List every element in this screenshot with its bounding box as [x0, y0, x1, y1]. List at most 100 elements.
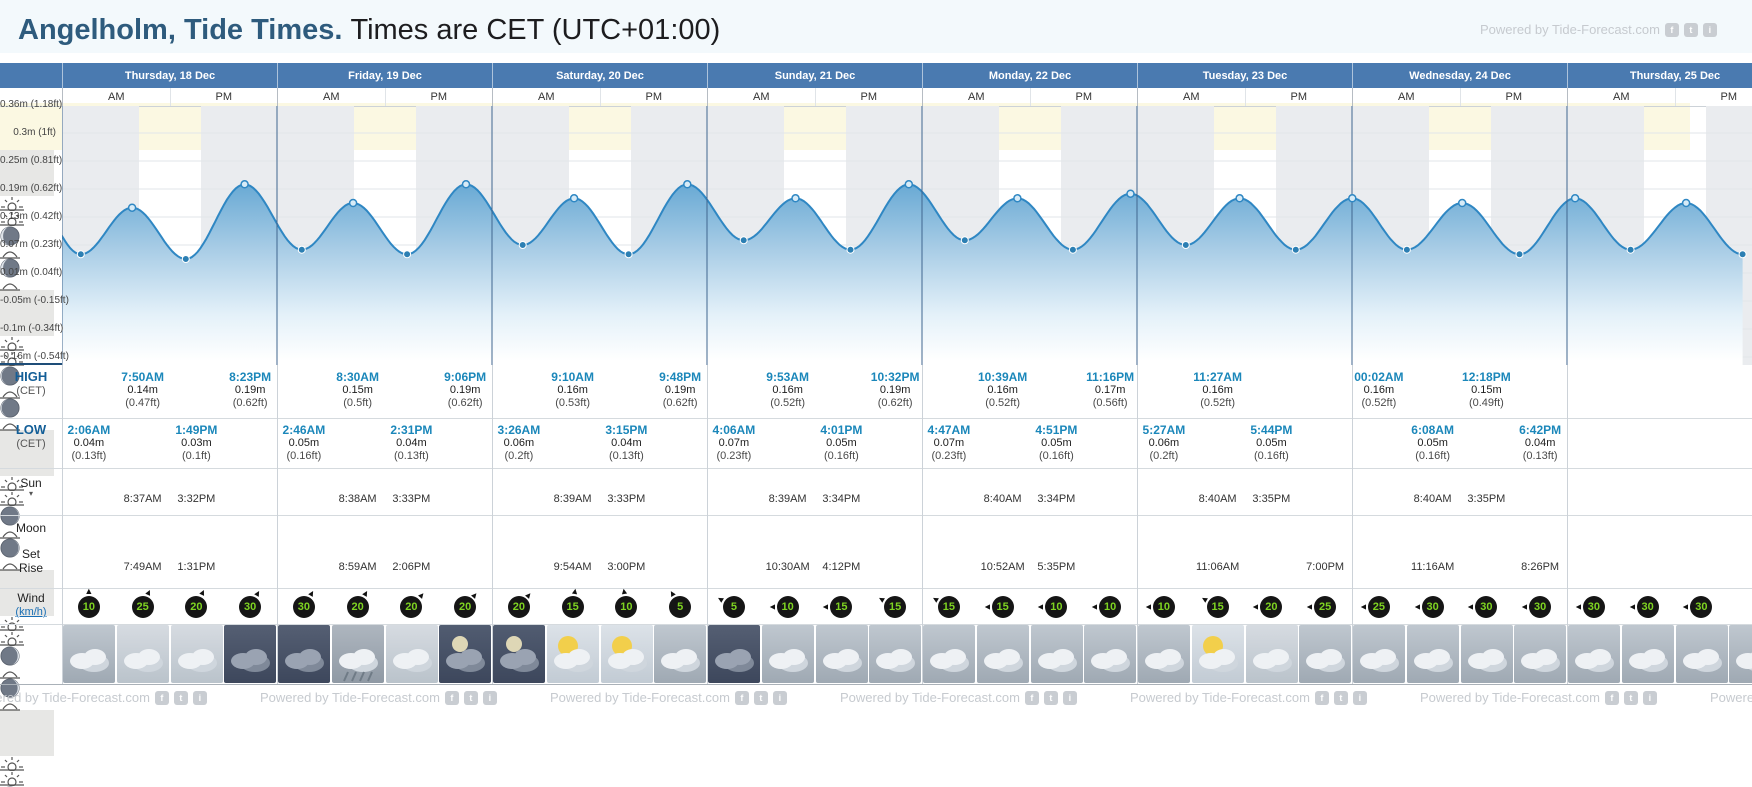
- wind-unit-link[interactable]: (km/h): [15, 606, 47, 618]
- low-tide-cell: 3:26AM 0.06m (0.2ft): [484, 424, 554, 463]
- wind-speed-badge: 20: [1260, 596, 1283, 618]
- weather-rain-icon: [331, 625, 384, 683]
- day-separator: [1567, 365, 1568, 684]
- watermark-social-badge-icon: t: [1043, 690, 1058, 705]
- weather-cloudy-icon: [63, 625, 115, 683]
- sidebar-sun-label: Sun: [20, 476, 42, 490]
- low-tide-cell: 2:31PM 0.04m (0.13ft): [376, 424, 446, 463]
- wind-direction-arrow-icon: ▲: [570, 585, 581, 597]
- high-tide-cell: 8:23PM 0.19m (0.62ft): [215, 371, 285, 410]
- moon-set-rise-time: 4:12PM: [822, 561, 861, 573]
- high-tide-height-ft: (0.5ft): [343, 397, 372, 409]
- watermark-social-badge-icon: i: [1352, 690, 1367, 705]
- tide-extremum-dot: [1126, 189, 1135, 198]
- watermark-social-badge-icon: f: [1314, 690, 1329, 705]
- watermark-social-badge-icon: f: [154, 690, 169, 705]
- low-tide-cell: 2:46AM 0.05m (0.16ft): [269, 424, 339, 463]
- y-axis-tick-label: -0.16m (-0.54ft): [0, 351, 69, 362]
- weather-cloudy-icon: [1460, 625, 1513, 683]
- low-tide-height-m: 0.04m: [73, 437, 105, 449]
- high-tide-height-m: 0.19m: [449, 384, 481, 396]
- low-tide-height-m: 0.07m: [718, 437, 750, 449]
- low-tide-height-ft: (0.16ft): [286, 450, 322, 462]
- low-tide-height-ft: (0.13ft): [608, 450, 644, 462]
- tide-area: [62, 184, 1743, 365]
- low-tide-time: 4:47AM: [927, 423, 971, 437]
- wind-speed-badge: 15: [884, 596, 907, 618]
- high-tide-time: 10:32PM: [870, 370, 920, 384]
- day-header: Saturday, 20 Dec: [492, 63, 707, 88]
- wind-speed-badge: 10: [1099, 596, 1122, 618]
- tide-line: [62, 183, 1743, 261]
- watermark-social-badge-icon: f: [1024, 690, 1039, 705]
- moon-set-rise-icon: [0, 246, 20, 259]
- weather-cloudy-icon: [976, 625, 1029, 683]
- weather-night-partly-icon: [439, 625, 492, 683]
- sidebar-moon-label: Moon: [15, 521, 47, 535]
- low-tide-height-m: 0.05m: [826, 437, 857, 449]
- day-separator: [707, 365, 708, 684]
- low-tide-cell: 5:27AM 0.06m (0.2ft): [1129, 424, 1199, 463]
- weather-sun-cloud-icon: [1191, 625, 1244, 683]
- sunset-icon: [0, 491, 24, 507]
- watermark-text: Powered by Tide-Forecast.com: [550, 690, 730, 705]
- watermark-social-badge-icon: i: [1702, 22, 1717, 37]
- watermark-footer: Powered by Tide-Forecast.com fti: [0, 690, 207, 705]
- watermark-social-badge-icon: i: [772, 690, 787, 705]
- low-tide-time: 3:26AM: [497, 423, 541, 437]
- high-tide-cell: 9:53AM 0.16m (0.52ft): [753, 371, 823, 410]
- low-tide-cell: 5:44PM 0.05m (0.16ft): [1236, 424, 1306, 463]
- high-tide-height-m: 0.19m: [234, 384, 266, 396]
- moon-set-rise-time: 11:16AM: [1411, 561, 1455, 573]
- weather-cloudy-icon: [761, 625, 814, 683]
- moon-set-rise-time: 5:35PM: [1037, 561, 1076, 573]
- high-tide-height-m: 0.19m: [879, 384, 911, 396]
- sun-expand-toggle-icon[interactable]: ▾: [28, 489, 33, 498]
- wind-direction-arrow-icon: ▲: [1089, 602, 1100, 612]
- high-tide-height-m: 0.14m: [127, 384, 158, 396]
- wind-direction-arrow-icon: ▲: [1142, 602, 1153, 612]
- tide-extremum-dot: [1457, 198, 1467, 208]
- high-tide-time: 8:23PM: [229, 370, 272, 384]
- weather-cloudy-icon: [869, 625, 922, 683]
- day-header: Friday, 19 Dec: [277, 63, 492, 88]
- high-tide-height-ft: (0.62ft): [662, 397, 698, 409]
- wind-direction-arrow-icon: ▲: [820, 602, 831, 612]
- tide-extremum-dot: [683, 180, 692, 189]
- tide-extremum-dot: [76, 250, 85, 259]
- tide-extremum-dot: [127, 203, 137, 212]
- sidebar-low-label: LOW: [15, 422, 47, 437]
- low-tide-cell: 4:06AM 0.07m (0.23ft): [699, 424, 769, 463]
- watermark-social-badge-icon: i: [1062, 690, 1077, 705]
- sunrise-time: 8:40AM: [1413, 493, 1452, 505]
- low-tide-height-m: 0.05m: [1256, 437, 1287, 449]
- wind-speed-badge: 15: [937, 596, 960, 618]
- low-tide-time: 5:27AM: [1142, 423, 1186, 437]
- wind-speed-badge: 30: [1529, 596, 1552, 618]
- weather-night-cloudy-icon: [224, 625, 277, 683]
- weather-night-partly-icon: [493, 625, 545, 683]
- wind-speed-badge: 10: [77, 596, 100, 618]
- page-title: Angelholm, Tide Times. Times are CET (UTC…: [18, 14, 720, 47]
- pm-column-label: PM: [384, 88, 493, 106]
- high-tide-height-m: 0.15m: [342, 384, 373, 396]
- wind-speed-badge: 5: [722, 596, 745, 618]
- sunset-time: 3:33PM: [607, 493, 646, 505]
- watermark-social-badge-icon: t: [1623, 690, 1638, 705]
- moon-set-rise-time: 9:54AM: [553, 561, 592, 573]
- sidebar-high-label: HIGH: [14, 369, 48, 384]
- moon-set-rise-icon: [0, 418, 20, 431]
- weather-cloudy-icon: [1299, 625, 1352, 683]
- low-tide-height-ft: (0.23ft): [716, 450, 752, 462]
- moon-set-rise-time: 10:52AM: [980, 561, 1025, 573]
- low-tide-time: 4:06AM: [712, 423, 756, 437]
- watermark-social-badge-icon: f: [734, 690, 749, 705]
- weather-cloudy-icon: [1675, 625, 1728, 683]
- weather-cloudy-icon: [1406, 625, 1459, 683]
- moon-set-rise-icon: [0, 698, 20, 711]
- tide-extremum-dot: [240, 180, 249, 189]
- sunrise-icon: [0, 476, 24, 492]
